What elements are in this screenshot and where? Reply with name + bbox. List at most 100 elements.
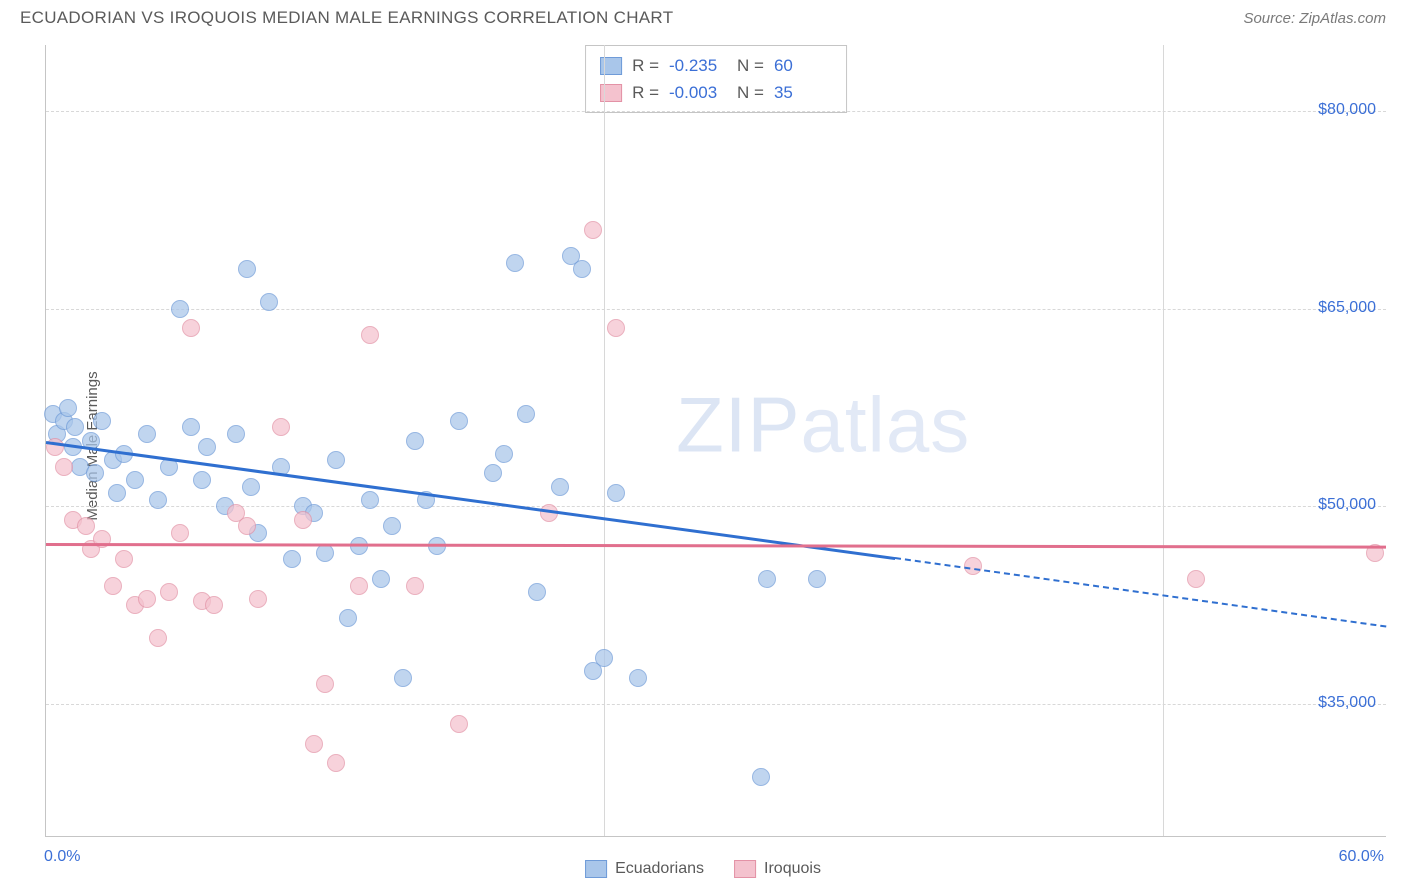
trend-line (46, 543, 1386, 549)
data-point (573, 260, 591, 278)
data-point (77, 517, 95, 535)
data-point (607, 484, 625, 502)
y-tick-label: $65,000 (1318, 299, 1376, 317)
data-point (607, 319, 625, 337)
watermark-bold: ZIP (676, 380, 800, 468)
data-point (629, 669, 647, 687)
data-point (528, 583, 546, 601)
n-label: N = (737, 79, 764, 106)
data-point (517, 405, 535, 423)
data-point (361, 326, 379, 344)
data-point (272, 418, 290, 436)
trend-line (895, 557, 1387, 628)
gridline-h (46, 704, 1386, 705)
data-point (551, 478, 569, 496)
data-point (964, 557, 982, 575)
data-point (149, 629, 167, 647)
chart-title: ECUADORIAN VS IROQUOIS MEDIAN MALE EARNI… (20, 8, 673, 28)
data-point (1187, 570, 1205, 588)
data-point (450, 715, 468, 733)
data-point (198, 438, 216, 456)
data-point (238, 260, 256, 278)
data-point (595, 649, 613, 667)
data-point (93, 412, 111, 430)
data-point (108, 484, 126, 502)
data-point (372, 570, 390, 588)
n-value: 35 (774, 79, 832, 106)
data-point (260, 293, 278, 311)
data-point (394, 669, 412, 687)
stats-row: R =-0.003N =35 (600, 79, 832, 106)
legend-label: Iroquois (764, 860, 821, 878)
scatter-chart: ZIPatlas R = -0.235 N = 60R = -0.003 N = 35 $3… (45, 45, 1386, 837)
r-value: -0.003 (669, 79, 727, 106)
legend-item: Iroquois (734, 860, 821, 878)
n-value: 60 (774, 52, 832, 79)
data-point (242, 478, 260, 496)
data-point (138, 590, 156, 608)
stats-row: R = -0.235 N = 60 (600, 52, 832, 79)
data-point (584, 221, 602, 239)
data-point (182, 418, 200, 436)
legend-swatch (734, 860, 756, 878)
r-value: -0.235 (669, 52, 727, 79)
data-point (506, 254, 524, 272)
data-point (249, 590, 267, 608)
data-point (752, 768, 770, 786)
data-point (450, 412, 468, 430)
y-tick-label: $50,000 (1318, 496, 1376, 514)
data-point (316, 675, 334, 693)
data-point (495, 445, 513, 463)
data-point (205, 596, 223, 614)
watermark-thin: atlas (800, 380, 970, 468)
y-tick-label: $35,000 (1318, 694, 1376, 712)
data-point (193, 471, 211, 489)
data-point (126, 471, 144, 489)
legend-swatch (585, 860, 607, 878)
x-tick-label: 60.0% (1339, 848, 1384, 866)
data-point (327, 451, 345, 469)
y-tick-label: $80,000 (1318, 101, 1376, 119)
data-point (294, 511, 312, 529)
data-point (66, 418, 84, 436)
data-point (305, 735, 323, 753)
gridline-h (46, 506, 1386, 507)
data-point (808, 570, 826, 588)
data-point (171, 524, 189, 542)
data-point (238, 517, 256, 535)
trend-line (46, 441, 895, 560)
gridline-h (46, 111, 1386, 112)
data-point (406, 432, 424, 450)
data-point (758, 570, 776, 588)
legend-item: Ecuadorians (585, 860, 704, 878)
n-label: N = (737, 52, 764, 79)
data-point (86, 464, 104, 482)
data-point (350, 577, 368, 595)
data-point (339, 609, 357, 627)
gridline-h (46, 309, 1386, 310)
x-tick-label: 0.0% (44, 848, 80, 866)
data-point (149, 491, 167, 509)
data-point (283, 550, 301, 568)
data-point (327, 754, 345, 772)
data-point (59, 399, 77, 417)
gridline-v (604, 45, 605, 836)
data-point (115, 550, 133, 568)
stats-legend: R = -0.235 N = 60R = -0.003 N = 35 (585, 45, 847, 113)
data-point (406, 577, 424, 595)
data-point (227, 425, 245, 443)
r-label: R = (632, 52, 659, 79)
data-point (383, 517, 401, 535)
data-point (55, 458, 73, 476)
data-point (361, 491, 379, 509)
chart-header: ECUADORIAN VS IROQUOIS MEDIAN MALE EARNI… (0, 0, 1406, 32)
data-point (484, 464, 502, 482)
source-label: Source: ZipAtlas.com (1243, 10, 1386, 27)
data-point (160, 583, 178, 601)
gridline-v (1163, 45, 1164, 836)
data-point (171, 300, 189, 318)
legend-label: Ecuadorians (615, 860, 704, 878)
data-point (182, 319, 200, 337)
data-point (138, 425, 156, 443)
data-point (104, 577, 122, 595)
